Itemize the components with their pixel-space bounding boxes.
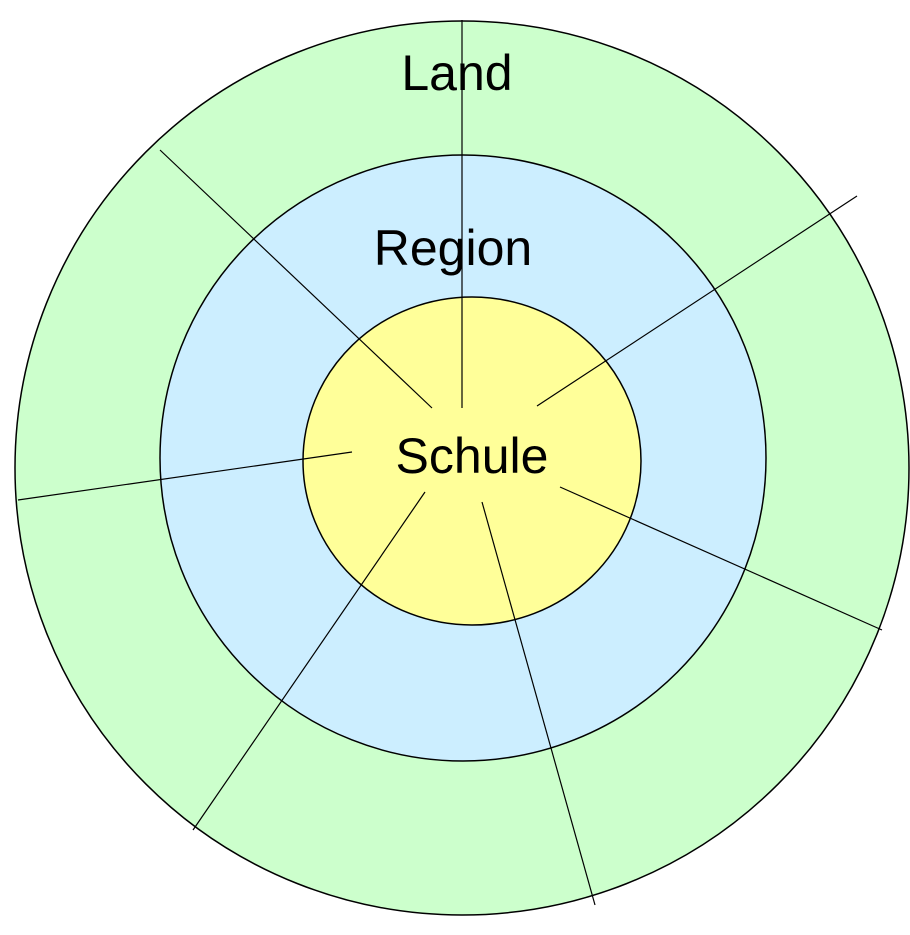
spoke — [17, 451, 353, 501]
ring-label: Land — [401, 45, 512, 101]
spokes — [17, 20, 883, 906]
ring-label: Region — [374, 220, 532, 276]
spoke — [536, 195, 858, 407]
spoke — [481, 501, 596, 906]
inner-ring — [302, 296, 642, 626]
ring-label: Schule — [396, 428, 549, 484]
spoke — [192, 491, 426, 831]
spoke — [159, 149, 433, 409]
spoke — [559, 486, 883, 631]
